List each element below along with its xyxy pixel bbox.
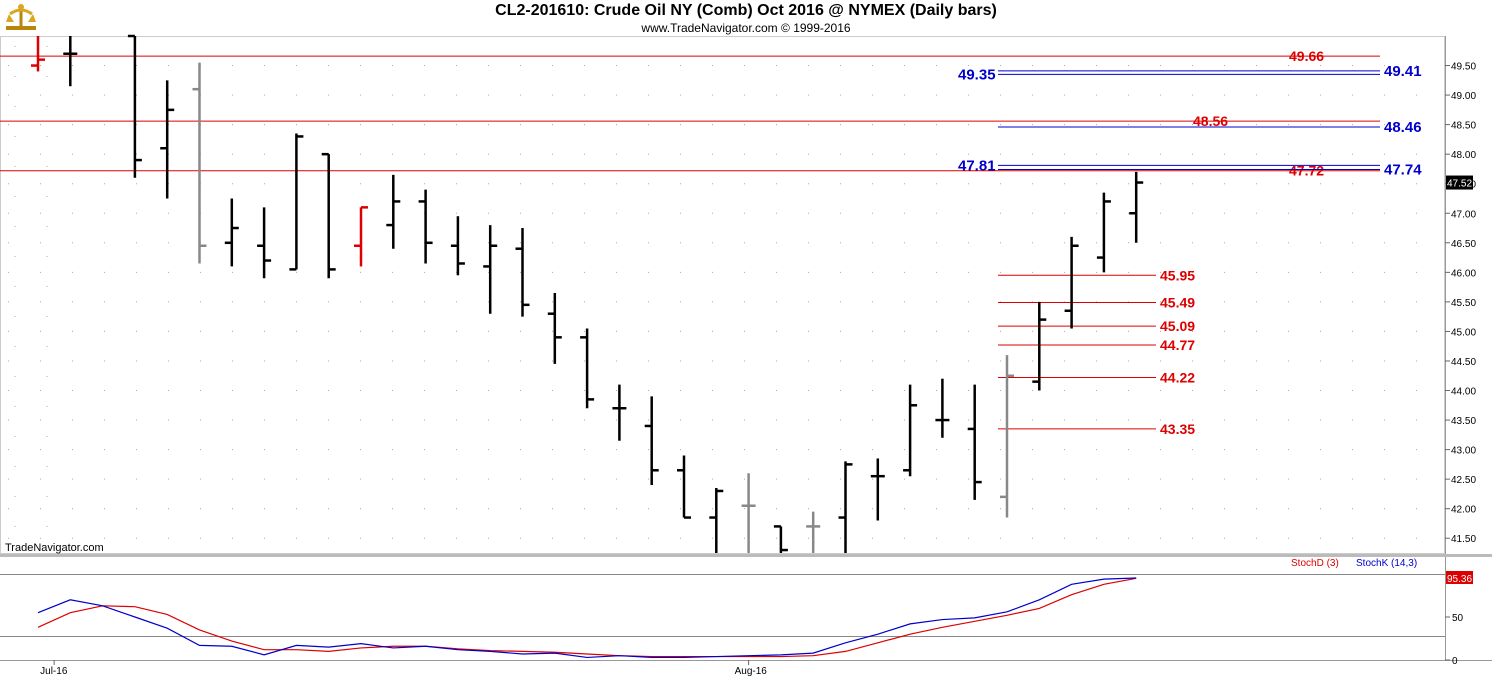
- price-bar: [1129, 171, 1144, 243]
- watermark: TradeNavigator.com: [5, 542, 104, 554]
- red-target-label: 44.77: [1160, 337, 1195, 353]
- price-bar: [1000, 355, 1014, 518]
- price-bar: [160, 80, 175, 199]
- price-axis: 41.50 42.00 42.50 43.00 43.50 44.00 44.50 45.00…: [1445, 62, 1476, 545]
- price-tick-label: 48.50: [1451, 121, 1476, 132]
- red-level-label: 49.66: [1289, 48, 1324, 64]
- chart-header: CL2-201610: Crude Oil NY (Comb) Oct 2016…: [0, 0, 1492, 36]
- price-bars: [31, 34, 1144, 553]
- price-bar: [903, 384, 918, 477]
- date-axis: Jul-16 Aug-16: [40, 660, 767, 677]
- price-tick-label: 44.00: [1451, 387, 1476, 398]
- red-target-label: 43.35: [1160, 421, 1195, 437]
- price-tick-label: 46.00: [1451, 268, 1476, 279]
- price-tick-label: 45.50: [1451, 298, 1476, 309]
- price-tick-label: 41.50: [1451, 534, 1476, 545]
- blue-level-left-label: 47.81: [958, 157, 996, 174]
- price-bar: [1032, 301, 1047, 391]
- price-bar: [677, 455, 691, 519]
- price-bar: [773, 525, 788, 553]
- stochastic-panel: 0 50 95.36 StochD (3) StochK (14,3): [37, 558, 1473, 667]
- blue-level-label: 49.41: [1384, 63, 1422, 80]
- price-bar: [612, 384, 627, 441]
- blue-level-label: 47.74: [1384, 162, 1422, 179]
- price-bar: [450, 216, 465, 276]
- date-tick-label: Aug-16: [735, 666, 768, 677]
- price-bar: [515, 228, 530, 317]
- price-bar: [967, 384, 982, 500]
- red-target-label: 45.09: [1160, 318, 1195, 334]
- price-bar: [644, 396, 659, 486]
- price-bar: [63, 36, 78, 87]
- price-tick-label: 47.00: [1451, 209, 1476, 220]
- last-price-label: 47.52: [1447, 179, 1472, 190]
- price-tick-label: 45.00: [1451, 327, 1476, 338]
- price-bar: [224, 198, 239, 267]
- chart-subtitle: www.TradeNavigator.com © 1999-2016: [641, 21, 851, 35]
- price-tick-label: 44.50: [1451, 357, 1476, 368]
- red-target-label: 45.95: [1160, 267, 1195, 283]
- red-level-label: 47.72: [1289, 163, 1324, 179]
- red-target-label: 44.22: [1160, 370, 1195, 386]
- price-bar: [386, 174, 401, 249]
- price-bar: [289, 133, 304, 271]
- price-tick-label: 42.00: [1451, 505, 1476, 516]
- stoch-last-box: [1446, 570, 1473, 584]
- date-tick-label: Jul-16: [40, 666, 68, 677]
- price-bar: [31, 36, 45, 72]
- blue-level-left-label: 49.35: [958, 66, 996, 83]
- price-bar: [483, 225, 498, 314]
- price-bar: [806, 511, 821, 553]
- price-bar: [547, 293, 562, 364]
- price-bar: [1064, 236, 1079, 329]
- price-bar: [354, 206, 368, 267]
- last-price-box: [1446, 175, 1473, 190]
- price-tick-label: 49.00: [1451, 91, 1476, 102]
- price-tick-label: 43.00: [1451, 446, 1476, 457]
- price-bar: [192, 62, 207, 264]
- price-bar: [257, 207, 272, 279]
- price-panel-frame: [0, 36, 1445, 554]
- tradenavigator-logo-icon: [6, 4, 36, 30]
- support-resistance-levels: 49.66 48.56 47.72 49.41 49.35 48.46 47.81 47.74…: [0, 48, 1422, 437]
- stoch-last-label: 95.36: [1447, 574, 1472, 585]
- chart-title: CL2-201610: Crude Oil NY (Comb) Oct 2016…: [495, 2, 997, 19]
- price-bar: [935, 378, 950, 438]
- price-tick-label: 46.50: [1451, 239, 1476, 250]
- price-tick-label: 49.50: [1451, 62, 1476, 73]
- price-tick-label: 42.50: [1451, 475, 1476, 486]
- price-bar: [418, 189, 433, 264]
- stoch-line: [37, 577, 1137, 659]
- price-bar: [580, 328, 595, 409]
- red-level-label: 48.56: [1193, 113, 1228, 129]
- stoch-tick-label: 0: [1452, 656, 1458, 667]
- price-bar: [741, 473, 756, 553]
- price-bar: [321, 152, 336, 279]
- stoch-legend-k: StochK (14,3): [1356, 558, 1417, 569]
- price-tick-label: 43.50: [1451, 416, 1476, 427]
- price-bar: [838, 461, 853, 553]
- price-tick-label: 48.00: [1451, 150, 1476, 161]
- blue-level-label: 48.46: [1384, 119, 1422, 136]
- price-bar: [709, 488, 724, 553]
- stoch-tick-label: 50: [1452, 613, 1464, 624]
- price-bar: [870, 458, 885, 521]
- stoch-line: [37, 577, 1137, 658]
- price-bar: [127, 34, 142, 178]
- red-target-label: 45.49: [1160, 294, 1195, 310]
- price-bar: [1096, 192, 1111, 273]
- stoch-legend-d: StochD (3): [1291, 558, 1339, 569]
